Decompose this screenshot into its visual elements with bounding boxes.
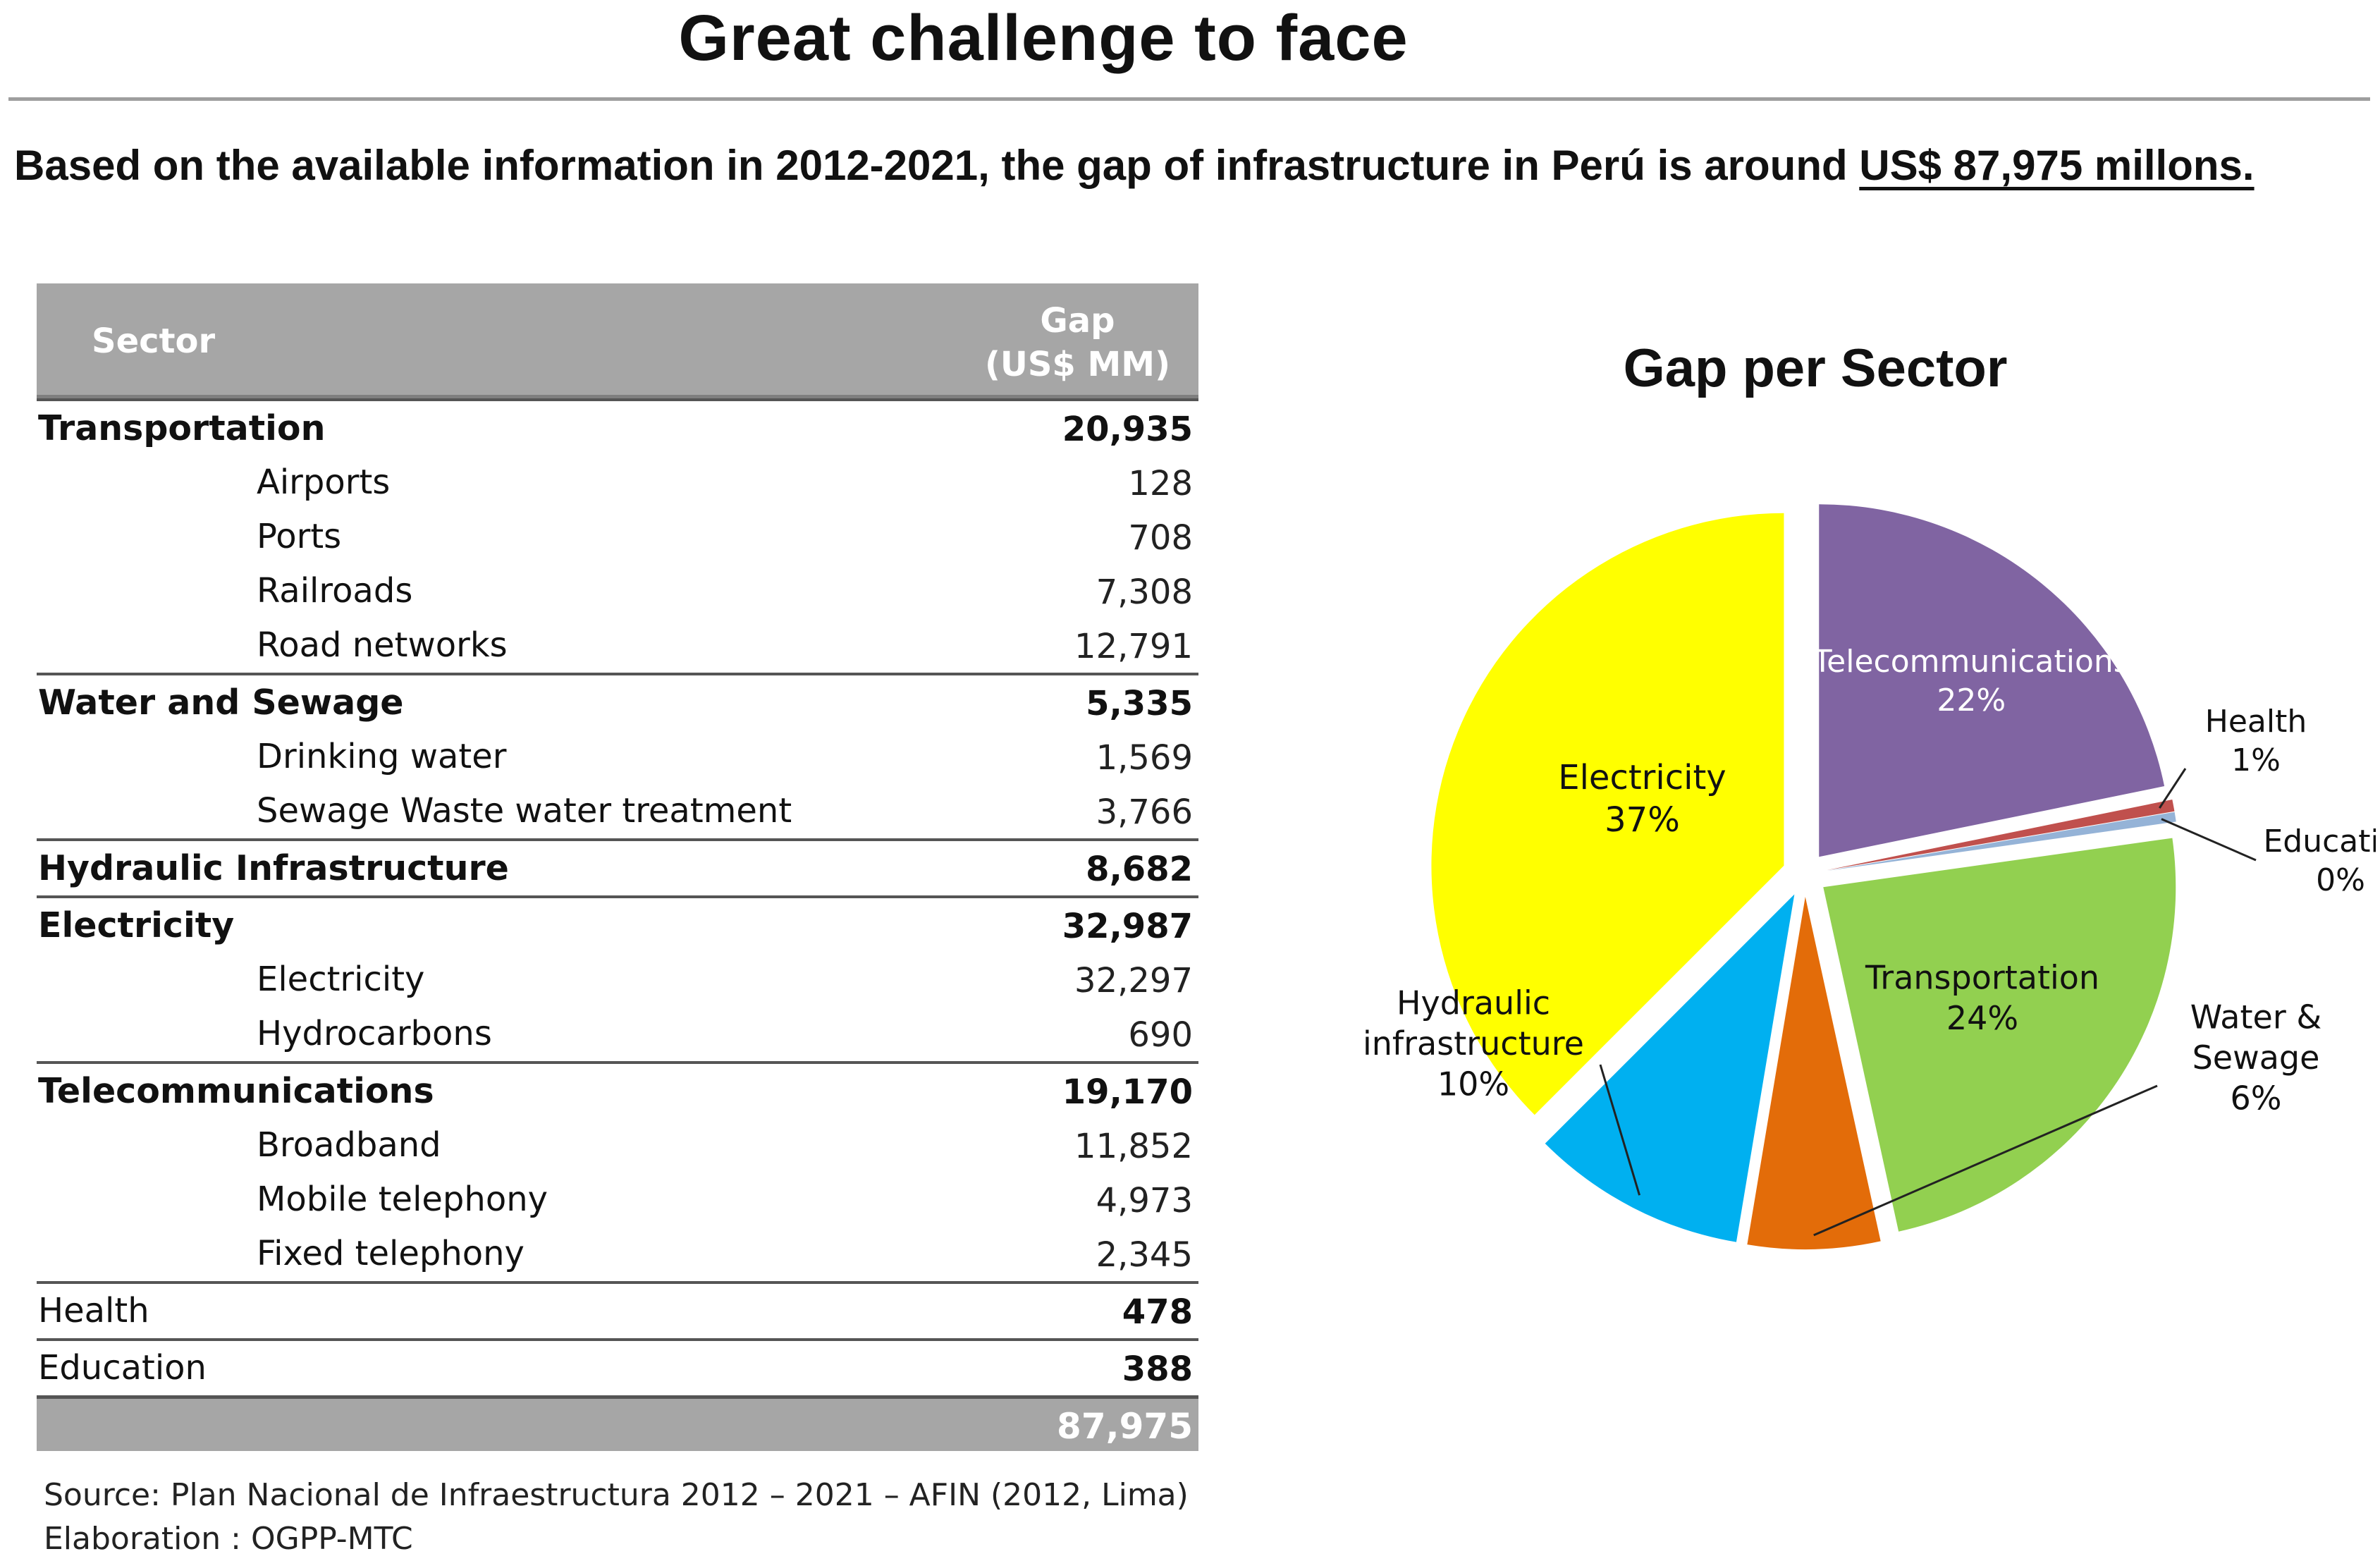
table-row: Railroads 7,308 [37, 564, 1198, 618]
table-row: Telecommunications 19,170 [37, 1061, 1198, 1118]
row-gap-value: 32,297 [1074, 961, 1193, 1000]
row-sector-name: Airports [257, 463, 391, 502]
row-sector-name: Sewage Waste water treatment [257, 791, 792, 831]
row-sector-name: Health [38, 1291, 149, 1330]
slice-label-health: Health 1% [2205, 704, 2307, 778]
source-note: Source: Plan Nacional de Infraestructura… [44, 1474, 1189, 1561]
table-row: Education 388 [37, 1338, 1198, 1395]
header-gap-line1: Gap [1040, 301, 1115, 341]
page-title: Great challenge to face [678, 2, 1409, 74]
row-sector-name: Ports [257, 517, 342, 556]
table-row: Broadband 11,852 [37, 1118, 1198, 1173]
table-row: Sewage Waste water treatment 3,766 [37, 784, 1198, 838]
row-gap-value: 128 [1128, 464, 1193, 503]
row-gap-value: 478 [1122, 1292, 1193, 1332]
slice-label-telecommunications: Telecommunications 22% [1812, 644, 2130, 718]
row-gap-value: 5,335 [1086, 684, 1193, 723]
row-gap-value: 19,170 [1062, 1072, 1193, 1112]
pie-slice-transportation [1823, 838, 2176, 1232]
table-row: Drinking water 1,569 [37, 730, 1198, 784]
table-row: Ports 708 [37, 510, 1198, 564]
header-gap-line2: (US$ MM) [984, 345, 1170, 384]
pie-slices [1431, 504, 2176, 1249]
table-row: Electricity 32,297 [37, 953, 1198, 1007]
pie-slice-water-sewage [1747, 896, 1881, 1249]
table-body: Transportation 20,935 Airports 128 Ports 708 R… [37, 398, 1198, 1395]
total-value: 87,975 [1057, 1406, 1193, 1447]
row-sector-name: Mobile telephony [257, 1180, 548, 1219]
table-row: Water and Sewage 5,335 [37, 673, 1198, 730]
gap-pie-chart: Gap per Sector Telecommunications 22% Heal… [1363, 338, 2376, 1249]
row-sector-name: Fixed telephony [257, 1234, 525, 1273]
leader-line-water-sewage [1813, 1084, 2158, 1237]
table-row: Airports 128 [37, 455, 1198, 510]
row-sector-name: Hydraulic Infrastructure [38, 848, 509, 888]
table-row: Hydrocarbons 690 [37, 1007, 1198, 1061]
row-gap-value: 3,766 [1096, 792, 1193, 832]
slice-label-water-sewage: Water & Sewage 6% [2190, 998, 2321, 1118]
row-sector-name: Education [38, 1348, 207, 1388]
header-gap: Gap (US$ MM) [985, 299, 1170, 386]
row-sector-name: Drinking water [257, 737, 507, 776]
row-sector-name: Electricity [38, 905, 235, 945]
row-gap-value: 1,569 [1096, 738, 1193, 778]
pie-slice-hydraulic-infrastructure [1545, 894, 1795, 1242]
slice-label-hydraulic-infrastructure: Hydraulic infrastructure 10% [1363, 984, 1584, 1103]
row-gap-value: 388 [1122, 1349, 1193, 1389]
table-total-row: 87,975 [37, 1395, 1198, 1451]
row-sector-name: Road networks [257, 625, 508, 665]
slice-label-transportation: Transportation 24% [1865, 959, 2099, 1038]
row-sector-name: Telecommunications [38, 1071, 434, 1111]
table-row: Hydraulic Infrastructure 8,682 [37, 838, 1198, 895]
gap-table: Sector Gap (US$ MM) Transportation 20,935… [37, 283, 1198, 1451]
subtitle: Based on the available information in 20… [14, 141, 2255, 190]
table-row: Road networks 12,791 [37, 618, 1198, 673]
leader-line-health [2159, 768, 2187, 809]
row-sector-name: Transportation [38, 408, 326, 448]
slice-label-electricity: Electricity 37% [1558, 758, 1726, 840]
row-gap-value: 690 [1128, 1015, 1193, 1055]
row-sector-name: Broadband [257, 1125, 441, 1165]
source-line: Source: Plan Nacional de Infraestructura… [44, 1477, 1189, 1513]
row-gap-value: 4,973 [1096, 1181, 1193, 1220]
elaboration-line: Elaboration : OGPP-MTC [44, 1521, 413, 1557]
table-row: Mobile telephony 4,973 [37, 1173, 1198, 1227]
table-row: Health 478 [37, 1281, 1198, 1338]
row-gap-value: 708 [1128, 518, 1193, 558]
title-divider [8, 97, 2370, 101]
pie-slice-health [1827, 799, 2175, 871]
row-gap-value: 8,682 [1086, 850, 1193, 889]
row-sector-name: Electricity [257, 960, 425, 999]
table-row: Fixed telephony 2,345 [37, 1227, 1198, 1281]
row-gap-value: 12,791 [1074, 627, 1193, 666]
row-gap-value: 2,345 [1096, 1235, 1193, 1275]
table-header: Sector Gap (US$ MM) [37, 283, 1198, 398]
row-sector-name: Hydrocarbons [257, 1014, 492, 1053]
row-sector-name: Railroads [257, 571, 413, 611]
pie-slice-electricity [1431, 513, 1784, 1115]
header-sector: Sector [92, 322, 216, 361]
leader-line-education [2161, 818, 2257, 862]
leader-line-hydraulic-infrastructure [1599, 1064, 1640, 1196]
row-gap-value: 32,987 [1062, 907, 1193, 946]
table-row: Electricity 32,987 [37, 895, 1198, 953]
row-gap-value: 20,935 [1062, 410, 1193, 449]
row-gap-value: 11,852 [1074, 1127, 1193, 1166]
row-gap-value: 7,308 [1096, 573, 1193, 612]
slice-label-education: Education0% [2263, 824, 2376, 898]
table-row: Transportation 20,935 [37, 398, 1198, 455]
subtitle-highlight: US$ 87,975 millons. [1859, 142, 2255, 189]
row-sector-name: Water and Sewage [38, 682, 404, 723]
chart-title: Gap per Sector [1624, 338, 2008, 398]
subtitle-text: Based on the available information in 20… [14, 142, 1860, 189]
pie-slice-education [1827, 812, 2176, 871]
pie-slice-telecommunications [1819, 504, 2165, 857]
